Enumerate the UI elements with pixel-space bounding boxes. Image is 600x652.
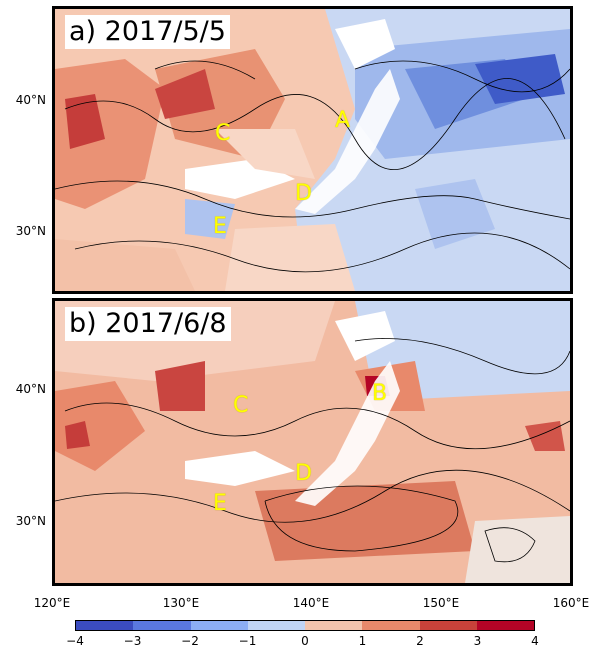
anomaly-map-a xyxy=(55,9,570,291)
y-tick-label: 40°N xyxy=(15,382,46,396)
region-marker: E xyxy=(213,214,227,239)
colorbar-swatch xyxy=(76,621,134,630)
colorbar-tick-label: 0 xyxy=(301,634,309,648)
x-tick-label: 160°E xyxy=(552,596,590,610)
colorbar-swatch xyxy=(362,621,420,630)
colorbar-tick-label: 4 xyxy=(531,634,539,648)
region-marker: C xyxy=(215,121,231,146)
colorbar-tick-label: −4 xyxy=(66,634,84,648)
colorbar-swatch xyxy=(247,621,305,630)
colorbar-tick-label: −3 xyxy=(123,634,142,648)
colorbar-swatch xyxy=(305,621,363,630)
colorbar-swatch xyxy=(190,621,248,630)
region-marker: D xyxy=(295,461,312,486)
region-marker: B xyxy=(372,381,388,406)
region-marker: D xyxy=(295,181,312,206)
x-tick-label: 150°E xyxy=(422,596,460,610)
region-marker: A xyxy=(335,108,351,133)
colorbar xyxy=(75,620,535,631)
colorbar-tick-label: −1 xyxy=(238,634,257,648)
colorbar-swatch xyxy=(476,621,534,630)
colorbar-swatch xyxy=(133,621,191,630)
anomaly-map-b xyxy=(55,301,570,583)
colorbar-tick-label: 2 xyxy=(416,634,424,648)
y-tick-label: 30°N xyxy=(15,514,46,528)
map-panel-a: a) 2017/5/5 A C D E xyxy=(52,6,573,294)
map-panel-b: b) 2017/6/8 B C D E xyxy=(52,298,573,586)
region-marker: E xyxy=(213,491,227,516)
colorbar-swatch xyxy=(419,621,477,630)
x-tick-label: 120°E xyxy=(33,596,71,610)
y-tick-label: 30°N xyxy=(15,224,46,238)
panel-title: b) 2017/6/8 xyxy=(65,307,231,341)
colorbar-tick-label: 3 xyxy=(473,634,482,648)
colorbar-tick-label: −2 xyxy=(181,634,199,648)
y-tick-label: 40°N xyxy=(15,93,46,107)
colorbar-tick-label: 1 xyxy=(358,634,367,648)
x-tick-label: 130°E xyxy=(162,596,200,610)
region-marker: C xyxy=(233,393,249,418)
x-tick-label: 140°E xyxy=(292,596,330,610)
panel-title: a) 2017/5/5 xyxy=(65,15,230,49)
